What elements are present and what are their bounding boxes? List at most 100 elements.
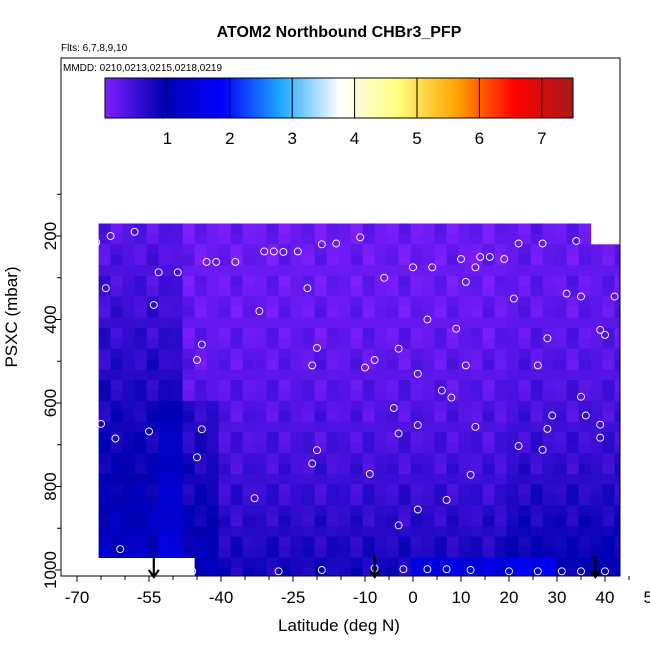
heatmap-cell: [266, 536, 280, 548]
heatmap-cell: [422, 400, 436, 412]
heatmap-cell: [566, 254, 580, 266]
heatmap-cell: [386, 317, 400, 329]
heatmap-cell: [639, 411, 650, 422]
heatmap-cell: [614, 463, 620, 475]
heatmap-cell: [410, 327, 424, 339]
heatmap-cell: [230, 421, 244, 433]
heatmap-cell: [554, 307, 568, 318]
heatmap-cell: [134, 338, 148, 350]
heatmap-cell: [446, 233, 460, 245]
heatmap-cell: [458, 400, 472, 412]
heatmap-cell: [410, 369, 424, 381]
sample-point: [308, 459, 317, 468]
heatmap-cell: [578, 421, 592, 433]
heatmap-cell: [302, 526, 316, 538]
colorbar-tick-label: 6: [475, 129, 484, 148]
heatmap-cell: [531, 578, 544, 589]
heatmap-cell: [554, 474, 568, 485]
heatmap-cell: [578, 380, 592, 391]
heatmap-cell: [482, 286, 496, 298]
heatmap-cell: [410, 411, 424, 423]
heatmap-cell: [374, 233, 388, 245]
heatmap-cell: [614, 380, 620, 391]
heatmap-cell: [98, 254, 112, 266]
heatmap-cell: [398, 369, 412, 381]
heatmap-cell: [98, 369, 112, 381]
heatmap-cell: [446, 421, 460, 433]
heatmap-cell: [206, 442, 220, 454]
heatmap-cell: [338, 526, 352, 538]
heatmap-cell: [627, 380, 640, 391]
heatmap-cell: [266, 338, 280, 350]
heatmap-cell: [122, 317, 136, 329]
heatmap-cell: [374, 526, 388, 538]
heatmap-cell: [278, 474, 292, 485]
sample-point: [572, 237, 581, 245]
heatmap-cell: [542, 557, 556, 569]
heatmap-cell: [122, 463, 136, 475]
heatmap-cell: [590, 474, 604, 485]
heatmap-cell: [566, 348, 580, 360]
heatmap-cell: [278, 327, 292, 339]
heatmap-cell: [134, 432, 148, 444]
heatmap-cell: [410, 484, 424, 496]
heatmap-cell: [614, 474, 620, 485]
heatmap-cell: [627, 516, 640, 527]
heatmap-cell: [338, 505, 352, 517]
heatmap-cell: [554, 411, 568, 423]
heatmap-cell: [518, 233, 532, 245]
heatmap-cell: [110, 547, 124, 558]
heatmap-cell: [278, 400, 292, 412]
heatmap-cell: [386, 265, 400, 277]
sample-point: [630, 436, 637, 443]
heatmap-cell: [386, 254, 400, 266]
heatmap-cell: [302, 307, 316, 318]
heatmap-cell: [471, 578, 484, 589]
heatmap-cell: [518, 254, 532, 266]
heatmap-cell: [470, 432, 484, 444]
heatmap-cell: [554, 400, 568, 412]
heatmap-cell: [374, 411, 388, 423]
heatmap-cell: [434, 526, 448, 538]
heatmap-cell: [518, 380, 532, 391]
heatmap-cell: [578, 254, 592, 266]
heatmap-cell: [627, 558, 640, 569]
heatmap-cell: [482, 557, 496, 569]
sample-point: [260, 247, 269, 256]
heatmap-cell: [458, 338, 472, 350]
heatmap-cell: [302, 442, 316, 454]
heatmap-cell: [98, 233, 112, 245]
sample-point: [645, 555, 650, 562]
heatmap-cell: [146, 296, 160, 308]
heatmap-cell: [98, 359, 112, 371]
heatmap-cell: [422, 421, 436, 433]
heatmap-cell: [530, 286, 544, 298]
heatmap-cell: [398, 223, 412, 235]
heatmap-cell: [290, 411, 304, 423]
heatmap-cell: [122, 390, 136, 402]
heatmap-cell: [362, 494, 376, 506]
heatmap-cell: [639, 558, 650, 569]
heatmap-cell: [314, 233, 328, 245]
heatmap-cell: [602, 432, 616, 444]
heatmap-cell: [314, 390, 328, 402]
heatmap-cell: [326, 286, 340, 298]
heatmap-cell: [278, 484, 292, 496]
heatmap-cell: [639, 495, 650, 506]
heatmap-cell: [458, 317, 472, 329]
heatmap-cell: [506, 254, 520, 266]
heatmap-cell: [434, 327, 448, 339]
heatmap-cell: [134, 463, 148, 475]
heatmap-cell: [602, 442, 616, 454]
heatmap-cell: [170, 307, 184, 318]
heatmap-cell: [206, 557, 220, 569]
heatmap-cell: [374, 390, 388, 402]
heatmap-cell: [482, 390, 496, 402]
heatmap-cell: [410, 453, 424, 465]
heatmap-cell: [122, 286, 136, 298]
heatmap-cell: [566, 380, 580, 391]
heatmap-cell: [170, 390, 184, 402]
heatmap-cell: [602, 421, 616, 433]
heatmap-cell: [398, 484, 412, 496]
heatmap-cell: [170, 526, 184, 538]
